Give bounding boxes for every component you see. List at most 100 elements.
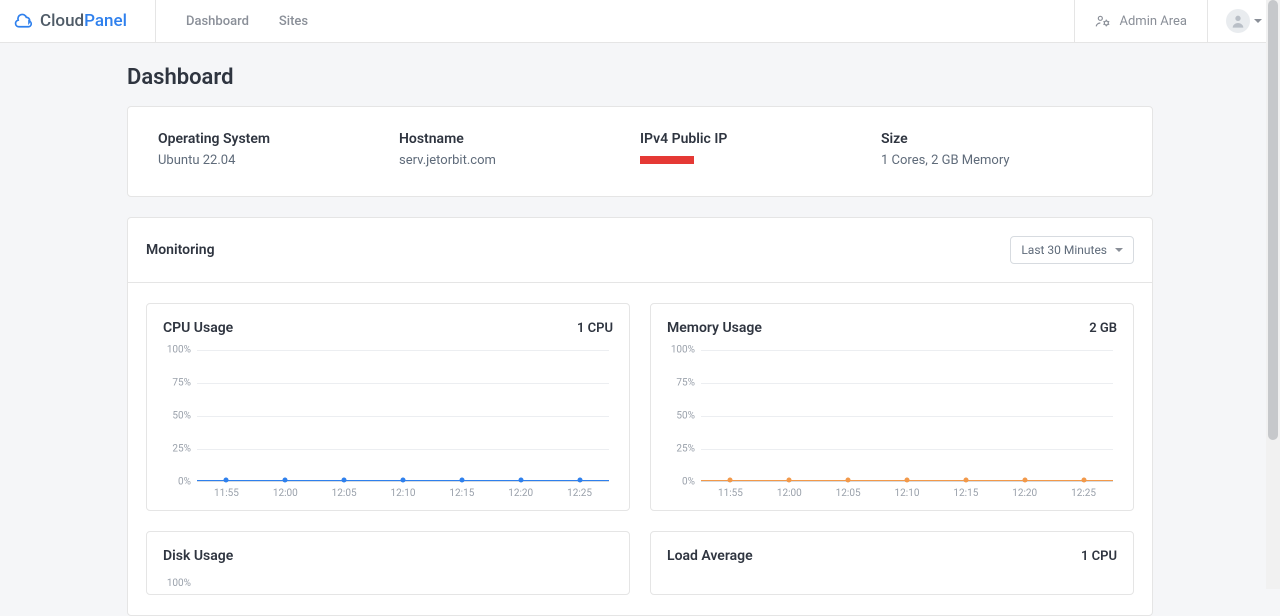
info-size: Size 1 Cores, 2 GB Memory bbox=[881, 131, 1122, 168]
info-size-value: 1 Cores, 2 GB Memory bbox=[881, 153, 1122, 168]
x-tick: 11:55 bbox=[718, 488, 743, 499]
scrollbar-thumb[interactable] bbox=[1268, 0, 1278, 440]
marker bbox=[401, 478, 406, 483]
x-tick: 12:25 bbox=[567, 488, 592, 499]
monitoring-card: Monitoring Last 30 Minutes CPU Usage 1 C… bbox=[127, 217, 1153, 616]
info-ip: IPv4 Public IP bbox=[640, 131, 881, 168]
time-range-label: Last 30 Minutes bbox=[1021, 243, 1107, 257]
info-hostname-label: Hostname bbox=[399, 131, 640, 147]
cpu-chart-meta: 1 CPU bbox=[577, 321, 613, 336]
y-tick: 0% bbox=[178, 477, 191, 488]
marker bbox=[963, 478, 968, 483]
cpu-chart-title: CPU Usage bbox=[163, 320, 233, 336]
gridline bbox=[701, 383, 1113, 384]
avatar bbox=[1226, 9, 1250, 33]
admin-area-label: Admin Area bbox=[1119, 14, 1187, 29]
scrollbar[interactable] bbox=[1266, 0, 1280, 589]
logo-text-cloud: Cloud bbox=[40, 11, 84, 31]
person-icon bbox=[1230, 13, 1246, 29]
logo-text: CloudPanel bbox=[40, 11, 127, 31]
info-ip-label: IPv4 Public IP bbox=[640, 131, 881, 147]
marker bbox=[518, 478, 523, 483]
x-tick: 12:00 bbox=[273, 488, 298, 499]
page-title: Dashboard bbox=[127, 65, 1153, 90]
info-size-label: Size bbox=[881, 131, 1122, 147]
info-os-label: Operating System bbox=[158, 131, 399, 147]
load-chart-meta: 1 CPU bbox=[1081, 549, 1117, 564]
chevron-down-icon bbox=[1115, 248, 1123, 252]
memory-chart-meta: 2 GB bbox=[1089, 321, 1117, 336]
y-tick: 25% bbox=[676, 444, 695, 455]
top-nav: CloudPanel Dashboard Sites Admin Area bbox=[0, 0, 1280, 43]
y-tick: 50% bbox=[676, 411, 695, 422]
x-tick: 12:20 bbox=[1012, 488, 1037, 499]
chevron-down-icon bbox=[1254, 19, 1262, 23]
x-tick: 12:10 bbox=[391, 488, 416, 499]
x-tick: 12:05 bbox=[332, 488, 357, 499]
y-tick: 100% bbox=[671, 345, 695, 356]
chart-grid: CPU Usage 1 CPU 100% 75% 50% 25% 0% 11:55 12:… bbox=[146, 303, 1134, 595]
memory-chart: Memory Usage 2 GB 100%75%50%25%0% 11:551… bbox=[650, 303, 1134, 511]
gridline bbox=[197, 449, 609, 450]
nav-links: Dashboard Sites bbox=[156, 0, 308, 42]
marker bbox=[787, 478, 792, 483]
gridline bbox=[197, 416, 609, 417]
x-tick: 11:55 bbox=[214, 488, 239, 499]
marker bbox=[905, 478, 910, 483]
gridline bbox=[197, 350, 609, 351]
logo-text-panel: Panel bbox=[84, 11, 127, 31]
marker bbox=[342, 478, 347, 483]
y-tick: 100% bbox=[167, 345, 191, 356]
gridline bbox=[701, 350, 1113, 351]
y-tick: 25% bbox=[172, 444, 191, 455]
cloud-icon bbox=[14, 11, 34, 31]
gridline bbox=[701, 449, 1113, 450]
y-tick: 75% bbox=[172, 378, 191, 389]
monitoring-body: CPU Usage 1 CPU 100% 75% 50% 25% 0% 11:55 12:… bbox=[128, 283, 1152, 615]
x-tick: 12:20 bbox=[508, 488, 533, 499]
memory-chart-area: 100%75%50%25%0% 11:5512:0012:0512:1012:1… bbox=[667, 350, 1117, 500]
x-tick: 12:25 bbox=[1071, 488, 1096, 499]
y-tick: 75% bbox=[676, 378, 695, 389]
load-chart: Load Average 1 CPU bbox=[650, 531, 1134, 595]
page: Dashboard Operating System Ubuntu 22.04 … bbox=[127, 43, 1153, 616]
disk-chart-title: Disk Usage bbox=[163, 548, 233, 564]
marker bbox=[459, 478, 464, 483]
cpu-chart: CPU Usage 1 CPU 100% 75% 50% 25% 0% 11:55 12:… bbox=[146, 303, 630, 511]
info-hostname: Hostname serv.jetorbit.com bbox=[399, 131, 640, 168]
nav-dashboard[interactable]: Dashboard bbox=[186, 14, 249, 29]
marker bbox=[728, 478, 733, 483]
time-range-select[interactable]: Last 30 Minutes bbox=[1010, 236, 1134, 264]
gridline bbox=[197, 383, 609, 384]
users-gear-icon bbox=[1095, 13, 1111, 29]
x-tick: 12:00 bbox=[777, 488, 802, 499]
info-os-value: Ubuntu 22.04 bbox=[158, 153, 399, 168]
x-tick: 12:15 bbox=[953, 488, 978, 499]
monitoring-header: Monitoring Last 30 Minutes bbox=[128, 218, 1152, 283]
marker bbox=[577, 478, 582, 483]
x-tick: 12:10 bbox=[895, 488, 920, 499]
admin-area-link[interactable]: Admin Area bbox=[1074, 0, 1207, 42]
marker bbox=[846, 478, 851, 483]
nav-sites[interactable]: Sites bbox=[279, 14, 308, 29]
x-tick: 12:15 bbox=[449, 488, 474, 499]
cpu-chart-area: 100%75%50%25%0% 11:5512:0012:0512:1012:1… bbox=[163, 350, 613, 500]
marker bbox=[224, 478, 229, 483]
info-hostname-value: serv.jetorbit.com bbox=[399, 153, 640, 168]
redacted-ip bbox=[640, 156, 694, 164]
gridline bbox=[701, 416, 1113, 417]
disk-y-tick-100: 100% bbox=[163, 578, 197, 589]
marker bbox=[1022, 478, 1027, 483]
system-info-card: Operating System Ubuntu 22.04 Hostname s… bbox=[127, 106, 1153, 197]
logo[interactable]: CloudPanel bbox=[0, 0, 156, 42]
disk-chart: Disk Usage 100% bbox=[146, 531, 630, 595]
y-tick: 0% bbox=[682, 477, 695, 488]
x-tick: 12:05 bbox=[836, 488, 861, 499]
y-tick: 50% bbox=[172, 411, 191, 422]
marker bbox=[1081, 478, 1086, 483]
info-os: Operating System Ubuntu 22.04 bbox=[158, 131, 399, 168]
marker bbox=[283, 478, 288, 483]
info-ip-value bbox=[640, 153, 881, 168]
monitoring-title: Monitoring bbox=[146, 242, 215, 258]
load-chart-title: Load Average bbox=[667, 548, 753, 564]
